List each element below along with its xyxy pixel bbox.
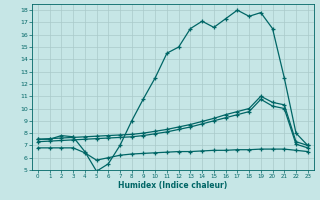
X-axis label: Humidex (Indice chaleur): Humidex (Indice chaleur): [118, 181, 228, 190]
